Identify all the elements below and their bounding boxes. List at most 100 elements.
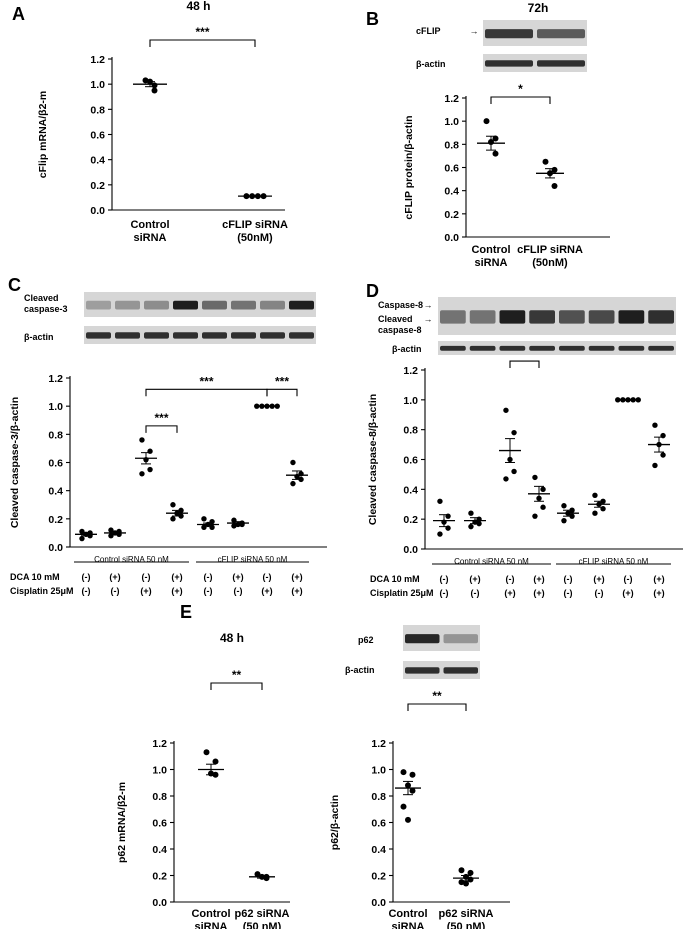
treatment-value: (+)	[533, 588, 544, 598]
y-axis-label: cFLIP protein/β-actin	[403, 115, 415, 219]
treatment-value: (+)	[504, 588, 515, 598]
data-point	[400, 803, 407, 810]
treatment-value: (-)	[82, 572, 91, 582]
significance-label: ***	[275, 374, 289, 388]
actin-blot-c-band	[289, 332, 314, 339]
panel-letter-C: C	[8, 275, 21, 295]
y-tick-label: 0.4	[371, 844, 386, 856]
actin-blot-d-band	[499, 345, 526, 351]
y-tick-label: 0.0	[152, 897, 167, 909]
caspase8-blot-band	[618, 310, 645, 324]
y-tick-label: 0.6	[371, 818, 386, 830]
blot-label: Cleaved	[378, 314, 413, 324]
y-axis-label: p62 mRNA/β2-m	[116, 782, 128, 863]
beta-actin-blot-band	[537, 60, 585, 67]
caspase8-blot-band	[559, 310, 585, 324]
y-tick-label: 0.4	[152, 844, 167, 856]
category-label: p62 siRNA	[234, 908, 289, 920]
significance-label: ***	[195, 25, 209, 39]
data-point	[437, 498, 443, 504]
y-tick-label: 1.0	[152, 765, 167, 777]
treatment-row-label: Cisplatin 25μM	[370, 588, 434, 598]
data-point	[405, 816, 411, 823]
blot-label: Cleaved	[24, 293, 59, 303]
caspase3-blot-band	[173, 300, 198, 310]
y-tick-label: 1.0	[444, 116, 459, 128]
data-point	[540, 504, 546, 510]
category-label: (50nM)	[237, 232, 273, 244]
treatment-value: (+)	[291, 586, 302, 596]
category-label: Control	[130, 219, 169, 231]
y-tick-label: 1.0	[403, 395, 418, 407]
significance-bracket	[407, 703, 467, 711]
caspase3-blot-band	[260, 300, 285, 310]
actin-blot-c-background	[84, 326, 316, 344]
actin-blot-c-band	[260, 332, 285, 339]
y-axis-label: Cleaved caspase-3/β-actin	[9, 397, 21, 528]
treatment-value: (+)	[291, 572, 302, 582]
panel-letter-E: E	[180, 602, 192, 622]
category-label: cFLIP siRNA	[222, 219, 288, 231]
significance-bracket	[266, 388, 298, 397]
group-label: Control siRNA 50 nM	[454, 557, 529, 566]
caspase3-blot-band	[144, 300, 169, 310]
blot-label: caspase-8	[378, 325, 422, 335]
caspase8-blot-band	[499, 310, 526, 324]
y-tick-label: 0.0	[48, 542, 63, 554]
treatment-value: (+)	[109, 572, 120, 582]
treatment-value: (+)	[171, 572, 182, 582]
significance-bracket	[210, 682, 263, 690]
y-tick-label: 1.2	[403, 365, 418, 377]
p62-blot-band	[443, 634, 478, 644]
y-tick-label: 1.2	[90, 54, 105, 66]
category-label: cFLIP siRNA	[517, 244, 583, 256]
data-point	[290, 459, 296, 466]
y-tick-label: 0.2	[152, 871, 167, 883]
treatment-value: (+)	[653, 588, 664, 598]
actin-blot-c-band	[115, 332, 140, 339]
y-tick-label: 0.6	[90, 130, 105, 142]
y-tick-label: 0.0	[371, 897, 386, 909]
y-tick-label: 0.2	[444, 209, 459, 221]
y-tick-label: 0.2	[403, 514, 418, 526]
caspase3-blot-band	[231, 300, 256, 310]
data-point	[151, 87, 158, 94]
blot-label: Caspase-8	[378, 300, 423, 310]
data-point	[170, 516, 176, 522]
group-label: Control siRNA 50 nM	[94, 555, 169, 564]
data-point	[437, 531, 443, 537]
y-tick-label: 0.6	[403, 455, 418, 467]
y-tick-label: 0.0	[444, 232, 459, 244]
caspase3-blot-band	[86, 300, 111, 310]
treatment-value: (-)	[564, 588, 573, 598]
actin-blot-d-band	[648, 345, 674, 351]
actin-blot-c-band	[231, 332, 256, 339]
chart-title: 48 h	[220, 631, 244, 645]
blot-label: p62	[358, 635, 374, 645]
data-point	[532, 513, 538, 519]
category-label: Control	[388, 908, 427, 920]
actin-blot-e-band	[443, 667, 478, 674]
treatment-value: (-)	[263, 572, 272, 582]
data-point	[540, 486, 546, 493]
treatment-value: (+)	[533, 574, 544, 584]
caspase3-blot-band	[289, 300, 314, 310]
treatment-row-label: DCA 10 mM	[10, 572, 60, 582]
category-label: siRNA	[194, 921, 227, 929]
y-tick-label: 0.8	[403, 425, 418, 437]
y-tick-label: 0.8	[152, 791, 167, 803]
actin-blot-d-band	[469, 345, 496, 351]
y-tick-label: 0.4	[444, 186, 459, 198]
actin-blot-e-background	[403, 661, 480, 679]
treatment-value: (-)	[564, 574, 573, 584]
data-point	[511, 468, 517, 475]
category-label: (50 nM)	[447, 921, 486, 929]
treatment-value: (-)	[595, 588, 604, 598]
significance-bracket	[149, 39, 256, 47]
data-point	[652, 422, 658, 428]
category-label: siRNA	[391, 921, 424, 929]
y-tick-label: 0.8	[444, 139, 459, 151]
data-point	[463, 880, 469, 887]
data-point	[409, 771, 416, 778]
data-point	[660, 452, 666, 458]
